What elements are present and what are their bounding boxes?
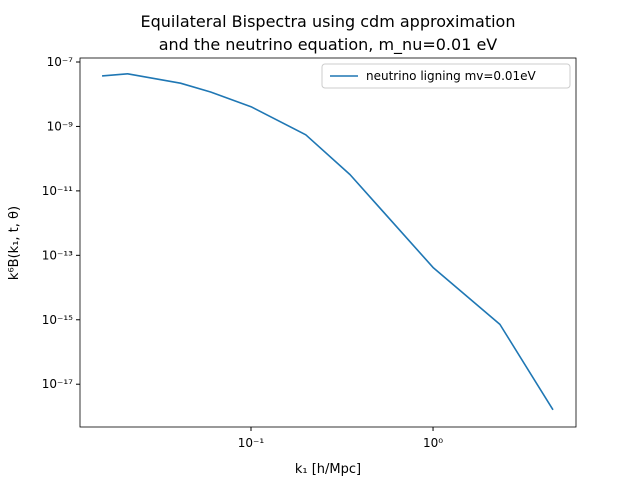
- y-tick-label: 10⁻¹³: [42, 248, 73, 262]
- chart-title: and the neutrino equation, m_nu=0.01 eV: [159, 35, 498, 55]
- y-axis-label: k⁶B(k₁, t, θ): [7, 206, 22, 280]
- legend-label: neutrino ligning mv=0.01eV: [366, 69, 537, 83]
- y-tick-label: 10⁻¹⁷: [42, 377, 73, 391]
- y-tick-label: 10⁻⁹: [47, 119, 74, 133]
- x-axis-label: k₁ [h/Mpc]: [295, 462, 361, 477]
- y-tick-label: 10⁻¹⁵: [42, 313, 73, 327]
- x-tick-label: 10⁻¹: [238, 436, 265, 450]
- y-tick-label: 10⁻¹¹: [42, 184, 73, 198]
- plot-frame: [79, 57, 577, 428]
- chart-title: Equilateral Bispectra using cdm approxim…: [141, 12, 516, 31]
- legend-box: [321, 63, 571, 89]
- y-tick-label: 10⁻⁷: [47, 55, 74, 69]
- data-line: [101, 73, 554, 411]
- x-tick-label: 10⁰: [423, 436, 443, 450]
